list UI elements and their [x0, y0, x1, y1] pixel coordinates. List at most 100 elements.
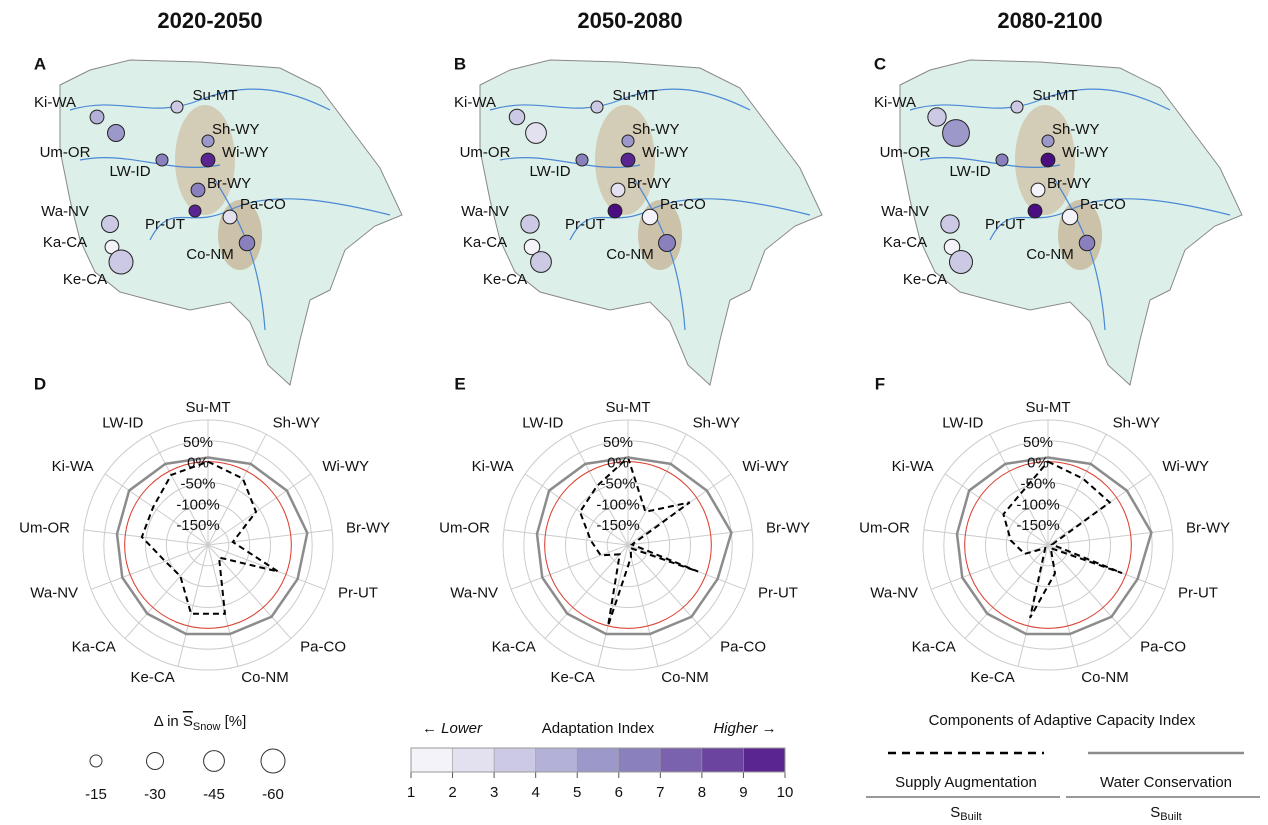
- site-bubble: [89, 109, 105, 125]
- panel-letter: C: [874, 54, 886, 73]
- r-tick-label: -50%: [600, 475, 635, 492]
- spoke: [964, 544, 1049, 639]
- axis-label: Co-NM: [241, 669, 289, 686]
- spoke: [503, 529, 629, 546]
- spoke: [627, 544, 712, 639]
- axis-label: Pr-UT: [758, 585, 798, 602]
- river: [79, 157, 221, 168]
- spoke: [544, 544, 629, 639]
- spoke: [124, 544, 209, 639]
- site-bubble: [610, 182, 626, 198]
- axis-label: Ka-CA: [912, 639, 956, 656]
- panel-letter: D: [34, 374, 46, 393]
- site-label: Pr-UT: [145, 216, 185, 233]
- axis-label: Wi-WY: [742, 458, 789, 475]
- site-label: Wi-WY: [642, 144, 689, 161]
- color-cell: [618, 747, 661, 773]
- site-label: Um-OR: [40, 144, 91, 161]
- denominator-symbol: S: [1150, 804, 1160, 821]
- axis-label: Pa-CO: [1140, 639, 1186, 656]
- site-label: Wa-NV: [41, 203, 89, 220]
- size-legend-label: -45: [203, 786, 225, 803]
- spoke: [510, 544, 629, 590]
- axis-label: Pa-CO: [720, 639, 766, 656]
- size-legend-prefix: Δ in: [154, 713, 183, 730]
- site-label: Wi-WY: [222, 144, 269, 161]
- site-label: Wa-NV: [881, 203, 929, 220]
- river: [489, 88, 751, 111]
- site-label: Ki-WA: [454, 94, 496, 111]
- color-cell: [452, 747, 495, 773]
- axis-label: Sh-WY: [1113, 415, 1161, 432]
- site-bubble: [1010, 100, 1024, 114]
- spoke: [1017, 544, 1049, 667]
- color-tick-label: 10: [777, 784, 794, 801]
- axis-label: Su-MT: [606, 399, 651, 416]
- reference-circle: [544, 461, 712, 629]
- spoke: [149, 434, 209, 546]
- size-legend-circle: [260, 748, 286, 774]
- supply-augmentation-line: [578, 455, 699, 627]
- site-bubble: [190, 182, 206, 198]
- panel-letter: B: [454, 54, 466, 73]
- axis-label: Su-MT: [1026, 399, 1071, 416]
- site-bubble: [201, 134, 215, 148]
- color-tick-label: 8: [698, 784, 706, 801]
- axis-label: Um-OR: [19, 519, 70, 536]
- map-panel: A Ki-WA Um-OR Su-MT Sh-WY Wi-WY LW-ID Br-WY Pr-U…: [34, 54, 403, 386]
- axis-label: Sh-WY: [273, 415, 321, 432]
- axis-label: Br-WY: [766, 519, 810, 536]
- site-label: LW-ID: [949, 163, 990, 180]
- spoke: [923, 529, 1049, 546]
- site-label: LW-ID: [109, 163, 150, 180]
- axis-label: LW-ID: [942, 415, 983, 432]
- color-tick-label: 2: [448, 784, 456, 801]
- site-label: Sh-WY: [212, 121, 260, 138]
- denominator-subscript: Built: [960, 811, 981, 823]
- site-label: Ki-WA: [34, 94, 76, 111]
- spoke: [104, 473, 209, 546]
- river: [499, 157, 641, 168]
- axis-label: Wa-NV: [450, 585, 498, 602]
- site-bubble: [520, 214, 540, 234]
- site-bubble: [525, 122, 547, 144]
- axis-label: LW-ID: [522, 415, 563, 432]
- size-legend-circle: [89, 754, 103, 768]
- color-bar-frame: [410, 747, 786, 773]
- color-tick-label: 9: [739, 784, 747, 801]
- site-label: Sh-WY: [632, 121, 680, 138]
- site-bubble: [607, 203, 623, 219]
- axis-label: Ki-WA: [892, 458, 934, 475]
- spoke: [944, 473, 1049, 546]
- color-tick-label: 3: [490, 784, 498, 801]
- r-tick-label: -50%: [1020, 475, 1055, 492]
- denominator-subscript: Built: [1160, 811, 1181, 823]
- axis-label: Wi-WY: [322, 458, 369, 475]
- axis-label: Um-OR: [439, 519, 490, 536]
- r-tick-label: 50%: [1023, 434, 1053, 451]
- map-panel: B Ki-WA Um-OR Su-MT Sh-WY Wi-WY LW-ID Br-WY Pr-U…: [454, 54, 823, 386]
- axis-label: Wa-NV: [30, 585, 78, 602]
- denominator-symbol: S: [950, 804, 960, 821]
- site-bubble: [641, 208, 659, 226]
- site-label: Sh-WY: [1052, 121, 1100, 138]
- axis-label: Su-MT: [186, 399, 231, 416]
- panel-letter: F: [875, 374, 885, 393]
- spoke: [1047, 544, 1132, 639]
- color-cell: [493, 747, 536, 773]
- site-bubble: [155, 153, 169, 167]
- site-label: Br-WY: [207, 175, 251, 192]
- site-bubble: [949, 250, 973, 274]
- site-label: Um-OR: [880, 144, 931, 161]
- r-tick-label: -100%: [596, 496, 639, 513]
- site-label: Su-MT: [613, 87, 658, 104]
- site-label: Ke-CA: [903, 271, 947, 288]
- axis-label: Ka-CA: [492, 639, 536, 656]
- site-bubble: [620, 152, 636, 168]
- axis-label: Ke-CA: [971, 669, 1015, 686]
- river: [919, 157, 1061, 168]
- size-legend-label: -60: [262, 786, 284, 803]
- axis-label: Co-NM: [661, 669, 709, 686]
- spoke: [627, 434, 687, 546]
